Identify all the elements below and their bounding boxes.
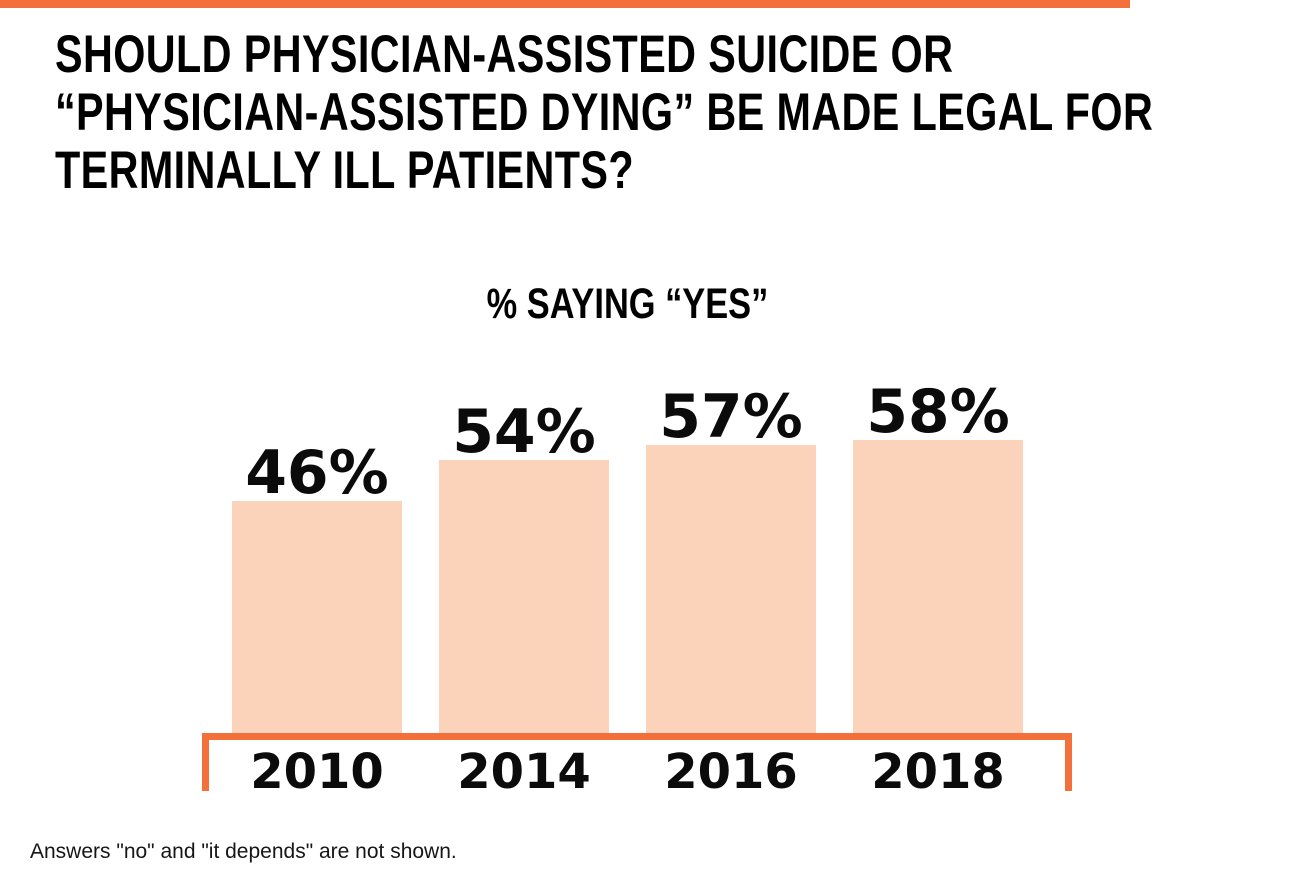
bar-2018	[853, 440, 1023, 735]
top-accent-bar	[0, 0, 1130, 8]
bar-value-label-2014: 54%	[452, 397, 596, 467]
x-tick-label-2018: 2018	[871, 744, 1005, 800]
page-title-line-1: SHOULD PHYSICIAN-ASSISTED SUICIDE OR	[55, 25, 954, 84]
x-tick-label-2010: 2010	[250, 744, 384, 800]
page-title: SHOULD PHYSICIAN-ASSISTED SUICIDE OR “PH…	[55, 25, 1154, 200]
chart-subtitle: % SAYING “YES”	[486, 280, 769, 328]
x-tick-label-2014: 2014	[457, 744, 591, 800]
bar-value-label-2018: 58%	[866, 377, 1010, 447]
page-title-line-2: “PHYSICIAN-ASSISTED DYING” BE MADE LEGAL…	[55, 83, 1154, 142]
bar-value-label-2016: 57%	[659, 382, 803, 452]
bar-2014	[439, 460, 609, 735]
page-title-line-3: TERMINALLY ILL PATIENTS?	[55, 141, 634, 200]
x-axis-bracket	[202, 733, 1072, 791]
bar-value-label-2010: 46%	[245, 438, 389, 508]
bar-2010	[232, 501, 402, 735]
footnote: Answers "no" and "it depends" are not sh…	[30, 840, 457, 863]
bar-2016	[646, 445, 816, 735]
x-tick-label-2016: 2016	[664, 744, 798, 800]
